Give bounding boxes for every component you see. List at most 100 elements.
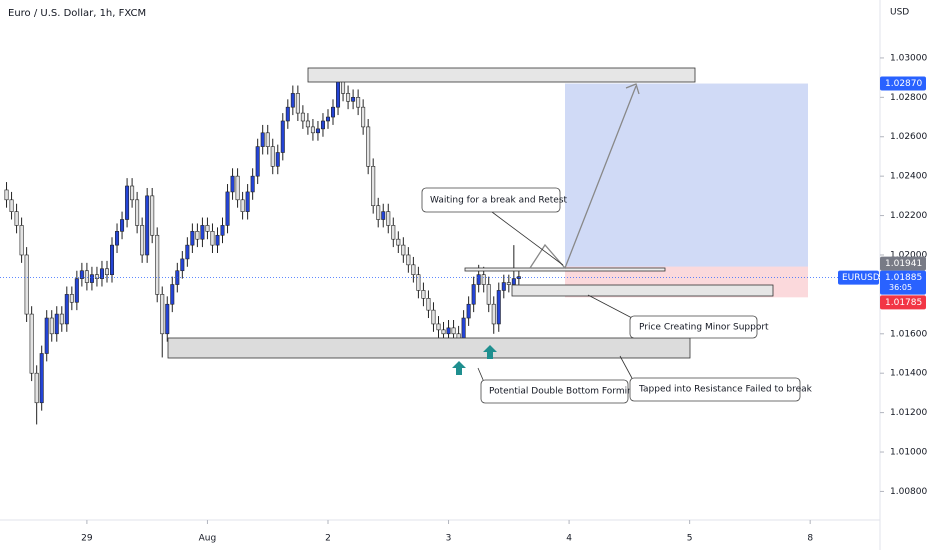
candle-down — [240, 199, 245, 212]
candle-up — [245, 191, 250, 212]
candle-down — [386, 211, 391, 226]
x-tick-label: 3 — [446, 534, 452, 544]
candle-down — [391, 225, 396, 240]
candle-up — [501, 282, 506, 291]
candle-up — [511, 278, 516, 285]
candle-down — [34, 372, 39, 404]
target-label-bg — [880, 76, 926, 91]
y-tick-label: 1.01400 — [890, 369, 927, 379]
candle-down — [361, 106, 366, 128]
y-tick-label: 1.02200 — [890, 211, 927, 221]
candle-down — [270, 146, 275, 167]
candle-up — [115, 231, 120, 246]
candle-down — [160, 294, 165, 335]
candle-up — [99, 268, 104, 279]
candle-down — [24, 254, 29, 315]
candle-up — [64, 294, 69, 325]
candle-down — [346, 93, 351, 102]
candle-down — [150, 195, 155, 236]
entry-label: 1.01941 — [885, 259, 922, 269]
axes: 1.03000 1.02800 1.02600 1.02400 1.02200 1.020… — [0, 53, 927, 544]
candle-up — [165, 303, 170, 335]
annotation: Tapped into Resistance Failed to break — [638, 385, 813, 395]
candle-down — [29, 313, 34, 374]
candle-up — [381, 211, 386, 220]
x-tick-label: 5 — [687, 534, 693, 544]
candle-up — [225, 191, 230, 226]
y-tick-label: 1.01000 — [890, 448, 927, 458]
y-tick-label: 1.03000 — [890, 53, 927, 63]
candle-up — [446, 327, 451, 335]
candle-down — [130, 185, 135, 201]
callout-box — [421, 187, 561, 213]
callout-box — [629, 377, 801, 402]
candle-down — [4, 189, 9, 201]
candle-up — [351, 97, 356, 102]
candle-up — [125, 185, 130, 220]
candle-up — [110, 244, 115, 275]
candle-down — [140, 225, 145, 256]
x-tick-label: 8 — [807, 534, 813, 544]
candle-up — [145, 195, 150, 256]
candle-down — [9, 199, 14, 212]
candle-down — [59, 313, 64, 325]
target-zone — [565, 83, 808, 267]
candles — [4, 69, 521, 425]
up-arrow — [483, 345, 497, 359]
candle-down — [14, 211, 19, 226]
candle-down — [205, 225, 210, 232]
candle-down — [135, 199, 140, 226]
candle-up — [185, 244, 190, 260]
annotation: Price Creating Minor Support — [639, 323, 769, 333]
drawings — [565, 83, 808, 298]
resistance-zone — [307, 67, 696, 83]
stop-label-bg — [880, 295, 926, 310]
candle-up — [496, 290, 501, 325]
candle-up — [79, 270, 84, 279]
callout-pointer — [477, 367, 485, 383]
symbol-label: EURUSD — [842, 273, 880, 283]
entry-label-bg — [880, 256, 926, 271]
candle-down — [300, 112, 305, 122]
callout-pointer — [619, 355, 634, 381]
candle-up — [89, 274, 94, 283]
candle-down — [155, 234, 160, 295]
candle-up — [471, 284, 476, 305]
candle-up — [315, 128, 320, 134]
y-tick-label: 1.02000 — [890, 250, 927, 260]
last-price-bg — [880, 270, 926, 295]
minor-support-zone — [511, 284, 774, 297]
chart-title: Euro / U.S. Dollar, 1h, FXCM — [8, 8, 146, 19]
target-label: 1.02870 — [885, 79, 922, 89]
annotations: Waiting for a break and Retest Price Cre… — [167, 67, 813, 404]
candle-down — [431, 309, 436, 325]
candle-up — [190, 231, 195, 246]
candle-down — [481, 274, 486, 285]
arrow-head — [625, 83, 640, 95]
x-tick-label: Aug — [199, 534, 217, 544]
candle-down — [84, 270, 89, 283]
y-tick-label: 1.01600 — [890, 329, 927, 339]
annotation: Waiting for a break and Retest — [430, 196, 568, 206]
y-tick-label: 1.02800 — [890, 93, 927, 103]
candle-up — [120, 219, 125, 232]
candle-up — [200, 225, 205, 240]
support-zone — [167, 337, 691, 359]
candle-down — [411, 264, 416, 275]
stop-label: 1.01785 — [885, 298, 922, 308]
up-arrow — [452, 361, 466, 375]
candle-down — [486, 284, 491, 305]
candle-down — [104, 268, 109, 275]
candle-up — [170, 284, 175, 305]
candle-up — [466, 303, 471, 319]
candle-up — [230, 175, 235, 193]
candle-down — [210, 231, 215, 246]
candle-up — [476, 274, 481, 285]
y-tick-label: 1.00800 — [890, 487, 927, 497]
candle-down — [19, 225, 24, 256]
currency: USD — [890, 8, 909, 18]
candle-up — [215, 234, 220, 246]
candle-up — [180, 258, 185, 272]
candle-up — [44, 317, 49, 354]
candle-down — [441, 329, 446, 335]
